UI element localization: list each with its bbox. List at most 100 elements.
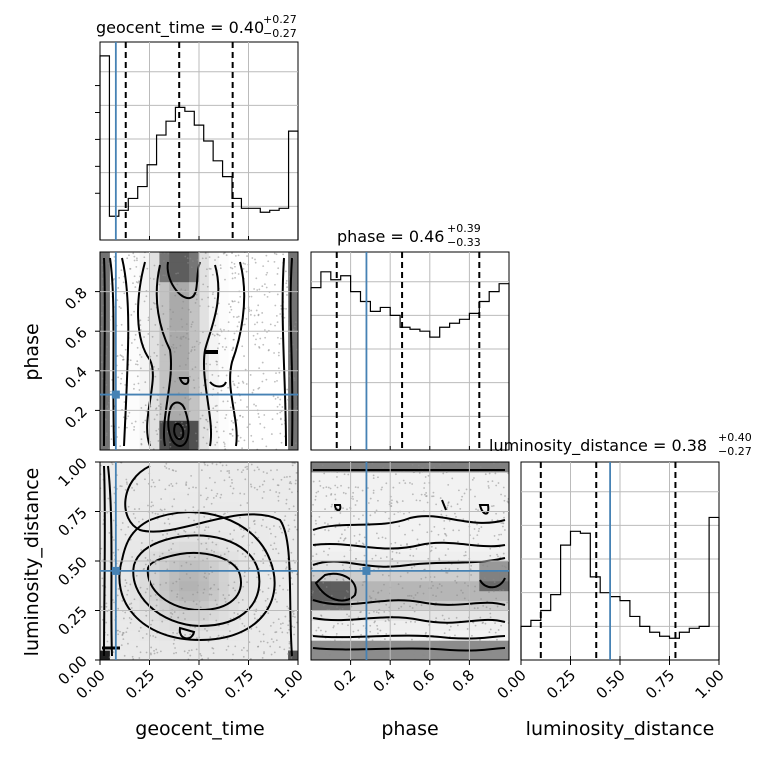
density-cell [189,252,200,263]
density-cell [489,610,500,621]
sample-point [181,421,183,424]
density-cell [238,561,249,572]
density-cell [278,481,289,493]
sample-point [253,519,256,522]
density-cell [139,440,150,450]
sample-point [377,591,380,594]
sample-point [262,265,265,268]
density-cell [400,600,411,611]
sample-point [384,620,387,623]
sample-point [136,259,138,262]
sample-point [331,503,333,506]
density-cell [149,410,160,421]
sample-point [354,504,357,506]
sample-point [484,622,487,625]
x-tick-label: 0.6 [409,666,439,696]
density-cell [429,650,441,660]
density-cell [288,331,298,342]
density-cell [288,630,298,641]
density-cell [208,630,220,641]
density-cell [248,380,259,392]
density-cell [258,321,269,332]
density-cell [218,301,230,312]
density-cell [340,491,352,503]
sample-point [395,551,398,554]
sample-point [234,276,236,279]
sample-point [325,495,328,497]
density-cell [479,570,490,582]
density-cell [208,610,220,621]
sample-point [223,479,226,482]
sample-point [341,623,344,625]
density-cell [208,491,220,503]
sample-point [398,482,401,484]
sample-point [283,519,286,522]
density-cell [189,590,200,602]
sample-point [353,515,355,517]
sample-point [106,406,109,408]
sample-point [329,487,332,490]
sample-point [502,486,505,489]
density-cell [218,271,230,283]
density-cell [208,640,220,651]
sample-point [456,575,459,578]
sample-point [184,600,186,603]
density-cell [311,561,322,572]
sample-point [230,261,233,264]
histogram-phase [310,271,510,450]
sample-point [277,618,280,621]
density-cell [238,430,249,441]
density-cell [258,281,269,293]
density-cell [129,321,141,332]
sample-point [189,563,192,566]
sample-point [223,328,225,331]
sample-point [106,511,109,514]
sample-point [138,389,141,391]
density-cell [228,620,240,631]
sample-point [186,357,189,360]
sample-point [224,512,226,515]
sample-point [199,341,201,344]
sample-point [287,398,289,401]
sample-point [220,470,222,472]
density-cell [479,471,490,483]
sample-point [139,324,142,326]
sample-point [436,587,439,589]
sample-point [408,594,411,597]
density-cell [149,271,160,283]
density-cell [258,590,269,602]
density-cell [459,491,470,503]
sample-point [410,595,413,597]
density-cell [258,600,269,611]
sample-point [209,636,212,639]
density-cell [199,481,210,493]
sample-point [182,335,185,338]
density-cell [248,390,259,401]
density-cell [139,501,150,512]
sample-point [499,462,502,464]
sample-point [237,440,240,442]
sample-point [170,589,173,592]
sample-point [242,655,245,658]
sample-point [288,507,291,510]
sample-point [248,423,251,426]
sample-point [269,323,272,326]
density-cell [218,531,230,542]
sample-point [184,633,186,636]
density-cell [439,531,451,542]
sample-point [123,401,126,403]
density-cell [100,420,111,431]
sample-point [278,343,281,345]
sample-point [159,406,162,408]
sample-point [239,504,242,507]
sample-point [188,487,190,490]
density-cell [258,551,269,562]
density-cell [370,521,381,532]
sample-point [113,492,116,495]
sample-point [106,640,109,643]
sample-point [213,583,216,586]
sample-point [380,488,383,491]
density-cell [218,420,230,431]
density-cell [189,440,200,450]
density-cell [429,630,441,641]
